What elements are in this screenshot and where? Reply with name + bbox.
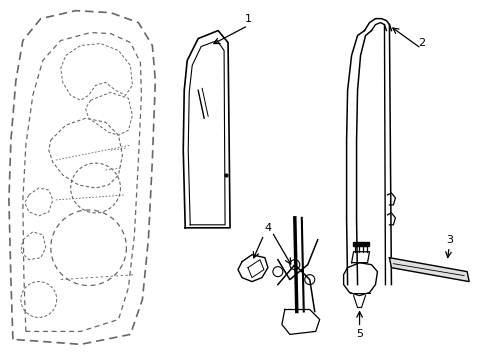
Text: 5: 5 bbox=[355, 329, 362, 339]
Text: 4: 4 bbox=[264, 223, 271, 233]
Polygon shape bbox=[388, 258, 468, 282]
Text: 1: 1 bbox=[244, 14, 251, 24]
Text: 3: 3 bbox=[445, 235, 452, 245]
Text: 2: 2 bbox=[417, 37, 424, 48]
